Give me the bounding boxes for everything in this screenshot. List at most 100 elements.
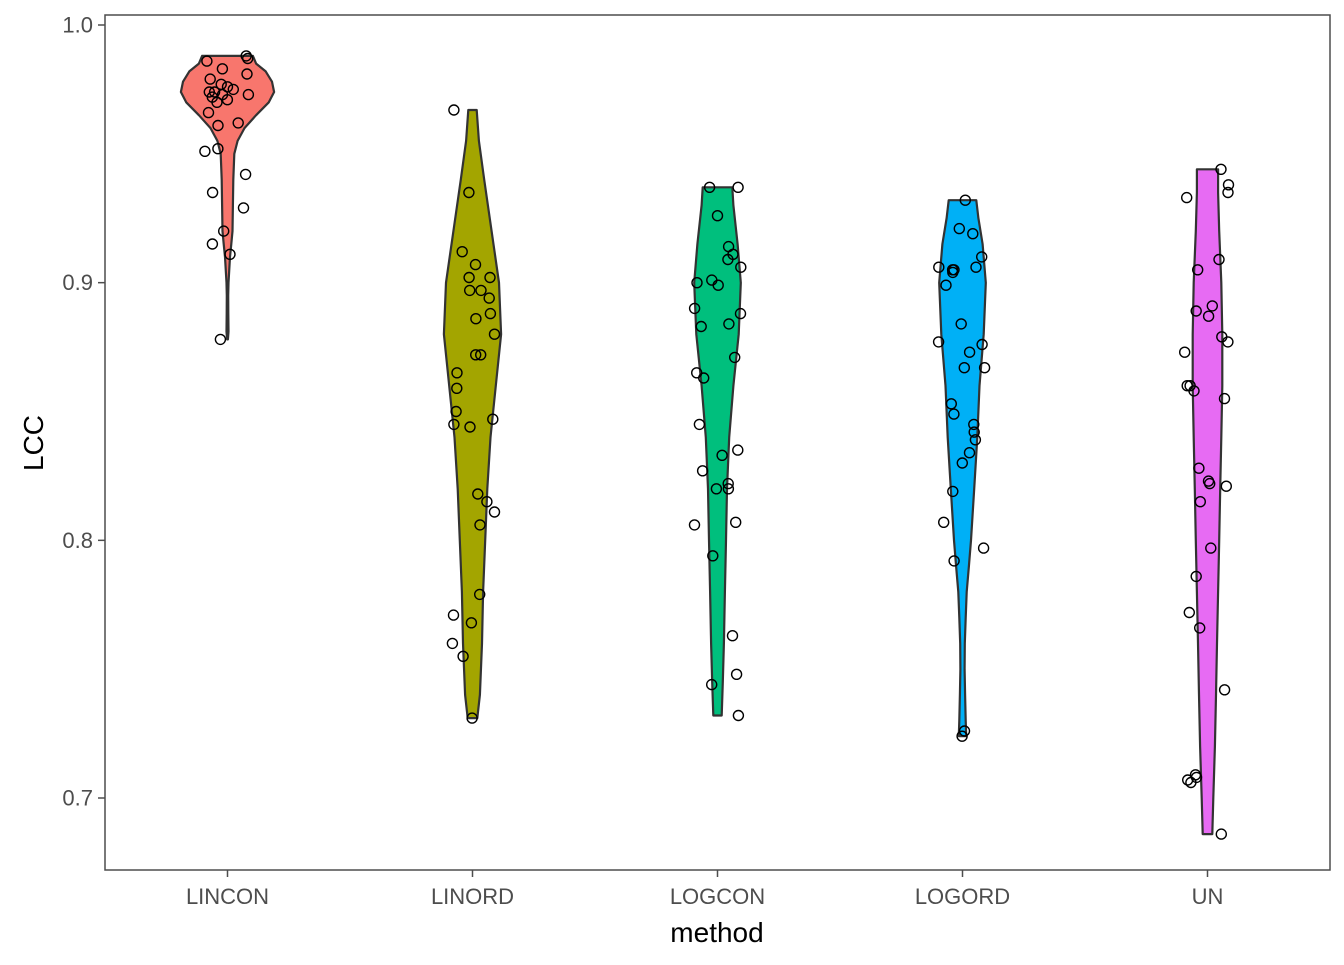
data-point — [956, 730, 968, 742]
data-point — [688, 519, 701, 531]
data-point — [953, 222, 965, 235]
data-point — [710, 483, 723, 495]
data-point — [693, 418, 706, 431]
violin-logcon — [693, 186, 742, 717]
data-point — [976, 251, 988, 263]
violin-un — [1191, 168, 1224, 836]
data-point — [221, 93, 234, 106]
data-point — [475, 284, 487, 297]
data-point — [963, 346, 976, 358]
point-layer — [199, 50, 1235, 840]
data-point — [958, 725, 971, 737]
x-tick-label: LINCON — [186, 884, 269, 909]
x-tick-label: LINORD — [431, 884, 514, 909]
data-point — [1188, 385, 1200, 397]
data-point — [695, 320, 707, 333]
data-point — [484, 307, 497, 320]
data-point — [451, 382, 463, 394]
data-point — [940, 279, 952, 291]
data-point — [1190, 570, 1202, 583]
data-point — [722, 253, 734, 266]
data-point — [1193, 622, 1206, 634]
data-point — [1222, 186, 1234, 199]
data-point — [734, 307, 747, 320]
x-axis-title: method — [670, 917, 763, 948]
data-point — [488, 506, 501, 518]
y-axis: 0.7 0.8 0.9 1.0 — [62, 13, 105, 811]
data-point — [212, 119, 224, 132]
data-point — [1205, 542, 1217, 554]
data-point — [466, 712, 478, 724]
data-point — [470, 313, 482, 325]
data-point — [224, 248, 236, 261]
data-point — [969, 434, 982, 446]
data-point — [1222, 336, 1234, 348]
y-tick-label: 0.9 — [62, 270, 93, 295]
data-point — [948, 408, 960, 420]
data-point — [232, 117, 244, 129]
data-point — [1183, 606, 1196, 619]
data-point — [1215, 163, 1227, 176]
data-point — [1190, 305, 1202, 317]
data-point — [732, 181, 744, 194]
data-point — [976, 338, 988, 351]
data-point — [1206, 300, 1219, 312]
data-point — [1181, 774, 1194, 786]
data-point — [698, 372, 710, 384]
data-point — [1218, 684, 1231, 696]
data-point — [967, 227, 979, 240]
x-tick-label: UN — [1192, 884, 1224, 909]
violin-lincon — [179, 54, 276, 341]
data-point — [474, 519, 486, 531]
data-point — [465, 617, 478, 629]
data-point — [1194, 496, 1207, 508]
data-point — [938, 516, 950, 528]
data-point — [448, 418, 460, 431]
data-point — [456, 245, 468, 258]
data-point — [1215, 828, 1228, 840]
data-point — [212, 142, 224, 155]
data-point — [237, 202, 250, 214]
data-point — [947, 266, 959, 279]
data-point — [703, 181, 716, 194]
data-point — [712, 279, 724, 291]
data-point — [227, 83, 240, 96]
data-point — [481, 496, 493, 508]
data-point — [735, 261, 747, 273]
data-point — [1193, 462, 1205, 474]
data-point — [464, 421, 476, 433]
data-point — [211, 96, 223, 109]
data-point — [217, 225, 230, 237]
data-point — [1213, 253, 1225, 266]
data-point — [451, 367, 463, 379]
data-point — [463, 186, 475, 199]
x-tick-label: LOGORD — [915, 884, 1010, 909]
data-point — [947, 485, 959, 498]
data-point — [488, 328, 501, 340]
data-point — [968, 426, 980, 438]
data-point — [1220, 480, 1233, 492]
data-point — [707, 550, 719, 562]
data-point — [688, 302, 701, 315]
data-point — [977, 542, 990, 554]
data-point — [970, 261, 982, 273]
x-axis: LINCON LINORD LOGCON LOGORD UN — [186, 870, 1223, 909]
data-point — [448, 104, 460, 116]
data-point — [469, 258, 482, 271]
data-point — [202, 106, 215, 119]
data-point — [204, 73, 216, 85]
data-point — [730, 516, 742, 528]
data-point — [1222, 179, 1235, 191]
data-point — [475, 349, 487, 361]
data-point — [241, 52, 254, 65]
data-point — [242, 88, 255, 101]
data-point — [241, 68, 253, 80]
data-point — [447, 609, 460, 621]
data-point — [487, 413, 499, 425]
data-point — [723, 318, 735, 330]
data-point — [955, 318, 967, 330]
data-point — [1178, 346, 1191, 358]
data-point — [722, 483, 735, 495]
